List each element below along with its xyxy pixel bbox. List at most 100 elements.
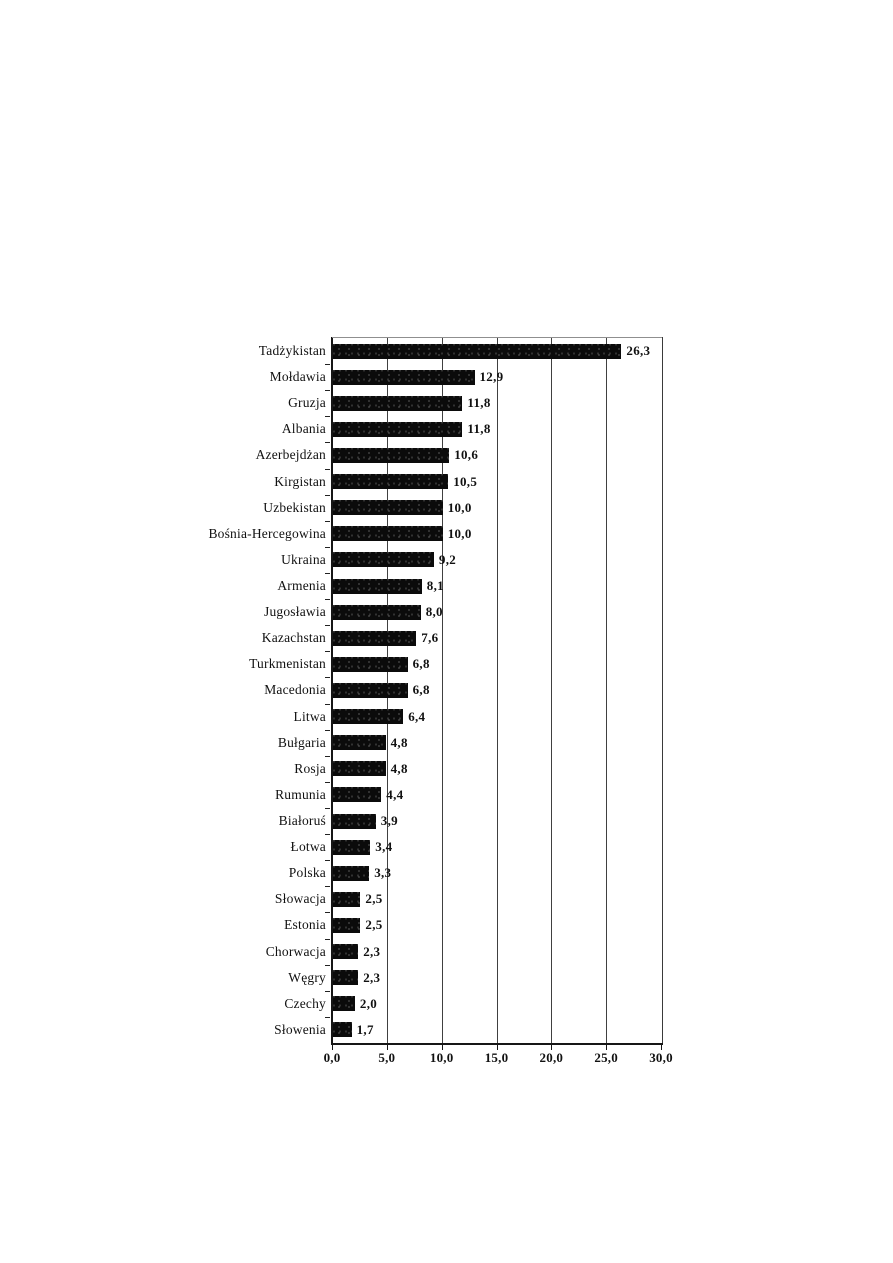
bar-row: 6,8	[333, 651, 662, 677]
value-label: 3,9	[380, 813, 398, 829]
category-label: Azerbejdżan	[255, 447, 326, 463]
bar	[333, 474, 449, 490]
category-label: Ukraina	[281, 551, 326, 567]
category-label: Bułgaria	[277, 734, 326, 750]
value-label: 10,5	[453, 473, 478, 489]
bar	[333, 787, 382, 803]
plot-top-border	[332, 337, 662, 338]
y-axis-tick	[325, 390, 330, 392]
bar	[333, 891, 361, 907]
bar	[333, 421, 463, 437]
plot-right-border	[662, 337, 663, 1043]
x-axis-tick	[332, 1045, 333, 1050]
bar-row: 7,6	[333, 625, 662, 651]
bar	[333, 917, 361, 933]
bar-row: 6,8	[333, 677, 662, 703]
bar-row: 10,6	[333, 442, 662, 468]
y-axis-tick	[325, 912, 330, 914]
value-label: 8,1	[426, 578, 444, 594]
y-axis-tick	[325, 546, 330, 548]
value-label: 6,8	[412, 682, 430, 698]
bar	[333, 395, 463, 411]
category-label: Albania	[281, 421, 326, 437]
x-axis-tick-label: 25,0	[594, 1050, 618, 1065]
category-label: Mołdawia	[269, 369, 326, 385]
y-axis-tick	[325, 573, 330, 574]
y-axis-tick	[325, 808, 330, 809]
category-label: Macedonia	[264, 682, 326, 698]
category-label: Turkmenistan	[249, 656, 326, 672]
bar	[333, 682, 408, 698]
y-axis-tick	[325, 677, 330, 679]
value-label: 10,0	[447, 525, 472, 541]
x-axis-tick	[551, 1045, 553, 1050]
x-axis-tick-label: 5,0	[378, 1050, 396, 1065]
y-axis-tick	[325, 468, 330, 470]
gridline	[496, 338, 498, 1043]
category-label: Łotwa	[290, 839, 326, 855]
category-label: Rumunia	[275, 786, 326, 802]
x-axis-tick	[496, 1045, 498, 1050]
y-axis-tick	[325, 1016, 330, 1018]
value-label: 11,8	[467, 421, 491, 437]
bar-row: 10,0	[333, 495, 662, 521]
bar-row: 10,5	[333, 469, 662, 495]
category-label: Słowenia	[274, 1021, 326, 1037]
category-label: Litwa	[293, 708, 326, 724]
y-axis-tick	[325, 964, 330, 966]
value-label: 26,3	[626, 343, 651, 359]
bar	[333, 604, 421, 620]
category-labels: Tadżykistan Mołdawia Gruzja Albania Azerbejd…	[110, 338, 326, 1043]
bar	[333, 996, 355, 1012]
bar-row: 2,5	[333, 912, 662, 938]
bar	[333, 865, 370, 881]
y-axis-tick	[325, 781, 330, 783]
value-label: 8,0	[425, 604, 443, 620]
category-label: Kazachstan	[261, 630, 326, 646]
bar	[333, 656, 408, 672]
category-label: Estonia	[284, 917, 326, 933]
x-axis-tick	[661, 1045, 662, 1050]
bar-row: 3,9	[333, 808, 662, 834]
value-label: 3,4	[375, 839, 393, 855]
category-label: Uzbekistan	[263, 499, 326, 515]
bar-row: 8,0	[333, 599, 662, 625]
value-label: 4,8	[390, 734, 408, 750]
bar-row: 9,2	[333, 547, 662, 573]
category-label: Jugosławia	[264, 604, 326, 620]
value-label: 2,5	[365, 917, 383, 933]
bar	[333, 343, 622, 359]
bar-row: 12,9	[333, 364, 662, 390]
category-label: Chorwacja	[265, 943, 326, 959]
x-axis-tick-label: 10,0	[429, 1050, 454, 1065]
category-label: Tadżykistan	[258, 343, 326, 359]
x-axis-tick-label: 20,0	[539, 1050, 564, 1065]
bar-row: 4,8	[333, 730, 662, 756]
bar	[333, 761, 386, 777]
value-label: 9,2	[438, 551, 457, 567]
y-axis-tick	[325, 416, 330, 418]
bar	[333, 369, 475, 385]
bar	[333, 526, 443, 542]
bar	[333, 552, 434, 568]
value-label: 6,8	[412, 656, 430, 672]
value-label: 2,0	[359, 995, 378, 1011]
category-label: Polska	[288, 865, 326, 881]
value-label: 3,3	[374, 865, 392, 881]
x-axis-tick	[441, 1045, 443, 1050]
value-label: 2,3	[363, 943, 381, 959]
y-axis-tick	[325, 494, 330, 496]
bar	[333, 735, 386, 751]
y-axis-tick	[325, 729, 330, 731]
value-label: 7,6	[421, 630, 439, 646]
bar-row: 10,0	[333, 521, 662, 547]
value-label: 11,8	[467, 395, 491, 411]
bar-row: 2,5	[333, 886, 662, 912]
y-axis-tick	[325, 834, 330, 836]
y-axis-tick	[325, 599, 330, 601]
bar-row: 8,1	[333, 573, 662, 599]
y-axis-tick	[325, 625, 330, 627]
bar-row: 2,0	[333, 991, 662, 1017]
bar-row: 3,4	[333, 834, 662, 860]
